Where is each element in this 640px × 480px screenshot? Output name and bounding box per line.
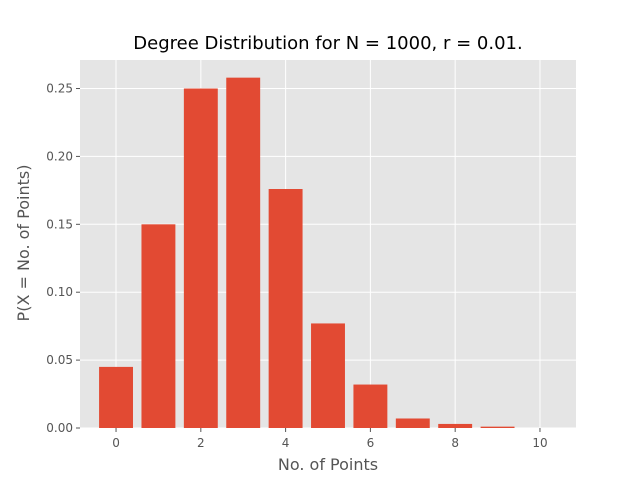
x-tick-label: 10 [532, 436, 547, 450]
x-tick-label: 4 [282, 436, 290, 450]
y-tick-label: 0.05 [46, 353, 73, 367]
y-tick-label: 0.25 [46, 82, 73, 96]
chart-title: Degree Distribution for N = 1000, r = 0.… [133, 33, 522, 54]
y-tick-label: 0.15 [46, 217, 73, 231]
x-axis-ticks: 0 2 4 6 8 10 [112, 428, 548, 450]
bar-6 [353, 384, 388, 428]
x-tick-label: 0 [112, 436, 120, 450]
y-tick-label: 0.20 [46, 149, 73, 163]
y-axis-label: P(X = No. of Points) [14, 165, 33, 322]
y-tick-label: 0.00 [46, 421, 73, 435]
bar-0 [99, 366, 133, 428]
x-tick-label: 8 [451, 436, 459, 450]
x-axis-label: No. of Points [278, 455, 378, 474]
bar-2 [183, 88, 218, 428]
bar-7 [395, 418, 430, 428]
x-tick-label: 2 [197, 436, 205, 450]
bar-1 [141, 224, 176, 428]
bar-4 [268, 189, 303, 428]
bar-9 [480, 426, 515, 428]
y-tick-label: 0.10 [46, 285, 73, 299]
bar-5 [311, 323, 345, 428]
x-tick-label: 6 [367, 436, 375, 450]
bar-8 [438, 423, 473, 428]
y-axis-ticks: 0.00 0.05 0.10 0.15 0.20 0.25 [46, 82, 80, 435]
bar-3 [226, 77, 261, 428]
bars [99, 77, 515, 428]
